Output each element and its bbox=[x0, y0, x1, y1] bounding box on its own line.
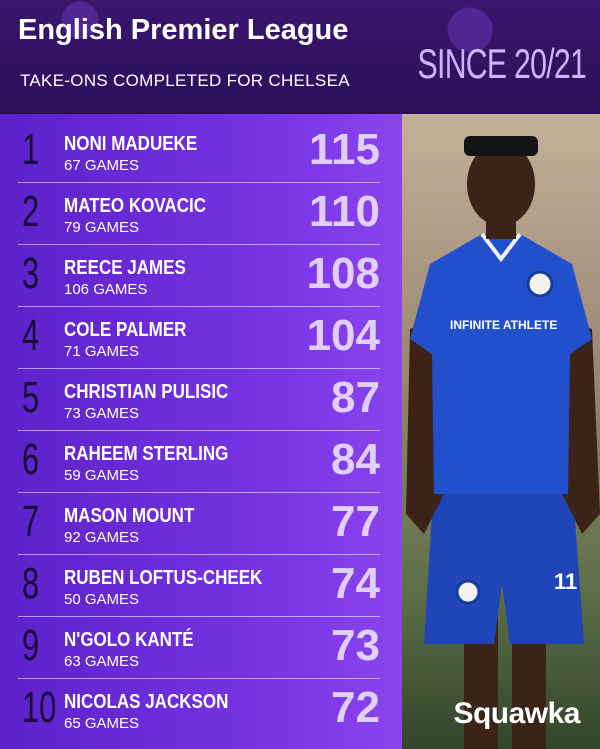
take-ons-value: 72 bbox=[331, 683, 380, 732]
take-ons-value: 104 bbox=[306, 311, 380, 360]
rank-number: 2 bbox=[22, 187, 40, 236]
games-count: 63 GAMES bbox=[64, 653, 140, 670]
shirt-number: 11 bbox=[554, 569, 578, 594]
player-name: CHRISTIAN PULISIC bbox=[64, 381, 229, 403]
list-item: 5 CHRISTIAN PULISIC 73 GAMES 87 bbox=[18, 368, 380, 431]
take-ons-value: 74 bbox=[331, 559, 380, 608]
rank-number: 9 bbox=[22, 621, 40, 670]
games-count: 50 GAMES bbox=[64, 591, 140, 608]
list-item: 6 RAHEEM STERLING 59 GAMES 84 bbox=[18, 430, 380, 493]
list-item: 3 REECE JAMES 106 GAMES 108 bbox=[18, 244, 380, 307]
header-banner: English Premier League TAKE-ONS COMPLETE… bbox=[0, 0, 600, 112]
list-item: 7 MASON MOUNT 92 GAMES 77 bbox=[18, 492, 380, 555]
list-item: 1 NONI MADUEKE 67 GAMES 115 bbox=[18, 120, 380, 183]
list-item: 10 NICOLAS JACKSON 65 GAMES 72 bbox=[18, 678, 380, 740]
player-illustration bbox=[402, 114, 600, 749]
rank-number: 1 bbox=[22, 125, 40, 174]
rank-number: 3 bbox=[22, 249, 40, 298]
rank-number: 5 bbox=[22, 373, 40, 422]
take-ons-value: 84 bbox=[331, 435, 380, 484]
since-label: SINCE 20/21 bbox=[417, 40, 586, 87]
squawka-logo: Squawka bbox=[453, 697, 580, 730]
player-name: NICOLAS JACKSON bbox=[64, 691, 229, 713]
list-item: 2 MATEO KOVACIC 79 GAMES 110 bbox=[18, 182, 380, 245]
list-item: 9 N'GOLO KANTÉ 63 GAMES 73 bbox=[18, 616, 380, 679]
player-name: COLE PALMER bbox=[64, 319, 187, 341]
player-name: NONI MADUEKE bbox=[64, 133, 198, 155]
games-count: 73 GAMES bbox=[64, 405, 140, 422]
rank-number: 8 bbox=[22, 559, 40, 608]
player-name: MASON MOUNT bbox=[64, 505, 195, 527]
player-photo: INFINITE ATHLETE 11 bbox=[402, 114, 600, 749]
take-ons-value: 73 bbox=[331, 621, 380, 670]
games-count: 65 GAMES bbox=[64, 715, 140, 732]
page-subtitle: TAKE-ONS COMPLETED FOR CHELSEA bbox=[20, 71, 350, 90]
take-ons-value: 108 bbox=[306, 249, 380, 298]
take-ons-value: 77 bbox=[331, 497, 380, 546]
games-count: 71 GAMES bbox=[64, 343, 140, 360]
player-name: RUBEN LOFTUS-CHEEK bbox=[64, 567, 263, 589]
player-name: RAHEEM STERLING bbox=[64, 443, 229, 465]
rank-number: 7 bbox=[22, 497, 40, 546]
player-name: N'GOLO KANTÉ bbox=[64, 629, 194, 651]
take-ons-value: 87 bbox=[331, 373, 380, 422]
list-item: 4 COLE PALMER 71 GAMES 104 bbox=[18, 306, 380, 369]
ranking-list: 1 NONI MADUEKE 67 GAMES 115 2 MATEO KOVA… bbox=[0, 114, 402, 749]
games-count: 79 GAMES bbox=[64, 219, 140, 236]
take-ons-value: 110 bbox=[309, 187, 380, 236]
rank-number: 6 bbox=[22, 435, 40, 484]
player-name: MATEO KOVACIC bbox=[64, 195, 206, 217]
list-item: 8 RUBEN LOFTUS-CHEEK 50 GAMES 74 bbox=[18, 554, 380, 617]
games-count: 59 GAMES bbox=[64, 467, 140, 484]
kit-sponsor: INFINITE ATHLETE bbox=[450, 318, 558, 332]
page-title: English Premier League bbox=[18, 14, 349, 46]
games-count: 106 GAMES bbox=[64, 281, 148, 298]
games-count: 67 GAMES bbox=[64, 157, 140, 174]
rank-number: 4 bbox=[22, 311, 40, 360]
player-name: REECE JAMES bbox=[64, 257, 186, 279]
take-ons-value: 115 bbox=[309, 125, 380, 174]
rank-number: 10 bbox=[22, 683, 57, 732]
games-count: 92 GAMES bbox=[64, 529, 140, 546]
